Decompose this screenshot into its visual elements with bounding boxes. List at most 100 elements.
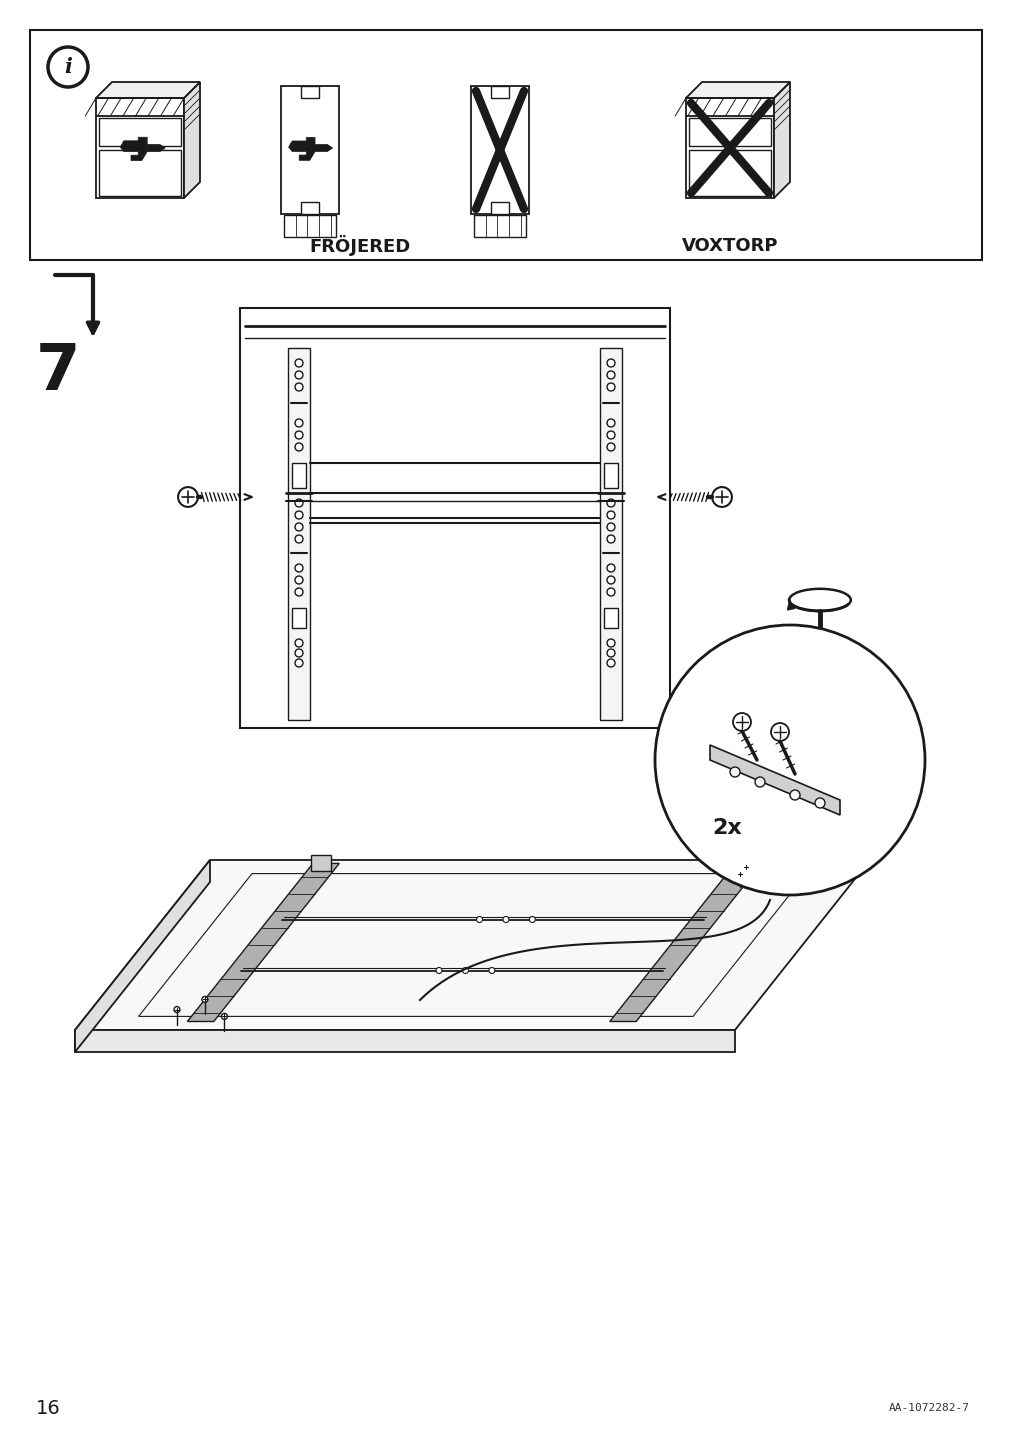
Text: 2x: 2x — [712, 818, 741, 838]
Circle shape — [729, 768, 739, 778]
Circle shape — [462, 968, 468, 974]
Bar — [300, 86, 318, 97]
Polygon shape — [773, 82, 790, 198]
Bar — [99, 117, 181, 146]
Circle shape — [202, 997, 207, 1002]
Bar — [490, 86, 509, 97]
Circle shape — [712, 487, 731, 507]
Circle shape — [502, 916, 509, 922]
Polygon shape — [710, 745, 839, 815]
Circle shape — [48, 47, 88, 87]
Text: i: i — [64, 57, 72, 77]
Circle shape — [607, 371, 615, 379]
Polygon shape — [685, 82, 790, 97]
Circle shape — [607, 536, 615, 543]
Circle shape — [295, 523, 302, 531]
Circle shape — [295, 442, 302, 451]
Circle shape — [295, 564, 302, 571]
Circle shape — [790, 790, 800, 800]
Circle shape — [476, 916, 482, 922]
Text: VOXTORP: VOXTORP — [681, 238, 777, 255]
Bar — [96, 97, 184, 198]
Circle shape — [295, 420, 302, 427]
Circle shape — [607, 576, 615, 584]
Circle shape — [178, 487, 198, 507]
Polygon shape — [75, 1030, 734, 1053]
Bar — [99, 150, 181, 196]
Ellipse shape — [789, 589, 850, 611]
Circle shape — [607, 511, 615, 518]
Text: FRÖJERED: FRÖJERED — [309, 235, 410, 256]
Polygon shape — [187, 863, 339, 1021]
Circle shape — [174, 1007, 180, 1012]
Circle shape — [436, 968, 442, 974]
Circle shape — [295, 536, 302, 543]
Bar — [292, 463, 305, 488]
Bar — [604, 609, 618, 629]
Bar — [600, 348, 622, 720]
Bar — [604, 463, 618, 488]
Text: 148510: 148510 — [877, 750, 886, 786]
Circle shape — [488, 968, 494, 974]
Circle shape — [529, 916, 535, 922]
Circle shape — [737, 871, 742, 876]
Circle shape — [295, 511, 302, 518]
Circle shape — [841, 722, 857, 739]
Circle shape — [770, 723, 789, 740]
Bar — [470, 86, 529, 213]
Bar — [240, 308, 669, 727]
Circle shape — [221, 1014, 227, 1020]
Circle shape — [607, 359, 615, 367]
Circle shape — [607, 639, 615, 647]
Circle shape — [814, 798, 824, 808]
Circle shape — [607, 564, 615, 571]
Circle shape — [742, 863, 748, 869]
Bar — [688, 150, 770, 196]
Polygon shape — [120, 137, 165, 160]
Circle shape — [607, 649, 615, 657]
Circle shape — [295, 382, 302, 391]
Circle shape — [295, 431, 302, 440]
Circle shape — [607, 442, 615, 451]
Circle shape — [607, 498, 615, 507]
Circle shape — [607, 589, 615, 596]
Polygon shape — [96, 82, 200, 97]
Circle shape — [295, 639, 302, 647]
Circle shape — [295, 498, 302, 507]
Circle shape — [811, 722, 827, 739]
Circle shape — [295, 589, 302, 596]
Bar — [688, 117, 770, 146]
Circle shape — [295, 371, 302, 379]
Circle shape — [295, 359, 302, 367]
Circle shape — [654, 624, 924, 895]
Circle shape — [754, 778, 764, 788]
Circle shape — [732, 713, 750, 730]
Circle shape — [295, 649, 302, 657]
Polygon shape — [75, 861, 869, 1030]
Bar — [284, 215, 336, 238]
Bar — [300, 202, 318, 213]
Bar — [685, 97, 773, 198]
Circle shape — [811, 670, 827, 686]
Polygon shape — [610, 863, 761, 1021]
Circle shape — [295, 576, 302, 584]
Polygon shape — [288, 137, 333, 160]
Bar — [281, 86, 339, 213]
Text: 7: 7 — [35, 341, 80, 402]
Text: 16: 16 — [35, 1399, 61, 1418]
Bar — [473, 215, 526, 238]
Circle shape — [607, 420, 615, 427]
Text: AA-1072282-7: AA-1072282-7 — [888, 1403, 969, 1413]
Circle shape — [607, 523, 615, 531]
Circle shape — [607, 382, 615, 391]
Bar — [310, 855, 331, 872]
Circle shape — [295, 659, 302, 667]
Bar — [490, 202, 509, 213]
Bar — [288, 348, 309, 720]
Bar — [292, 609, 305, 629]
Circle shape — [607, 431, 615, 440]
Polygon shape — [75, 861, 210, 1053]
Circle shape — [607, 659, 615, 667]
Bar — [30, 30, 981, 261]
Polygon shape — [184, 82, 200, 198]
